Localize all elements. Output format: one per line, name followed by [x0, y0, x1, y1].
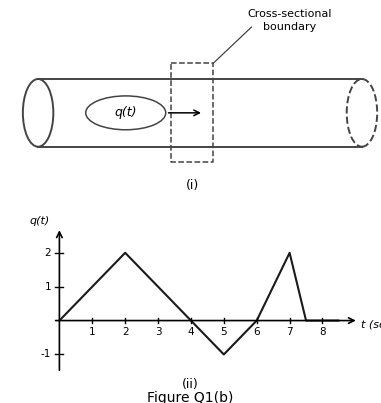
Text: 1: 1: [89, 327, 96, 337]
Text: (ii): (ii): [182, 378, 199, 391]
Text: 5: 5: [221, 327, 227, 337]
Text: 6: 6: [253, 327, 260, 337]
Text: (i): (i): [186, 179, 199, 191]
Text: Cross-sectional
boundary: Cross-sectional boundary: [247, 9, 332, 32]
Text: 2: 2: [45, 248, 51, 258]
Text: 1: 1: [45, 282, 51, 292]
Text: q(t): q(t): [114, 106, 137, 119]
Text: 4: 4: [187, 327, 194, 337]
Text: Figure Q1(b): Figure Q1(b): [147, 391, 234, 403]
Text: 8: 8: [319, 327, 326, 337]
Text: 3: 3: [155, 327, 162, 337]
Text: 2: 2: [122, 327, 128, 337]
Text: 7: 7: [286, 327, 293, 337]
Text: t (sec): t (sec): [361, 320, 381, 330]
Text: -1: -1: [41, 349, 51, 359]
Text: q(t): q(t): [29, 216, 50, 226]
